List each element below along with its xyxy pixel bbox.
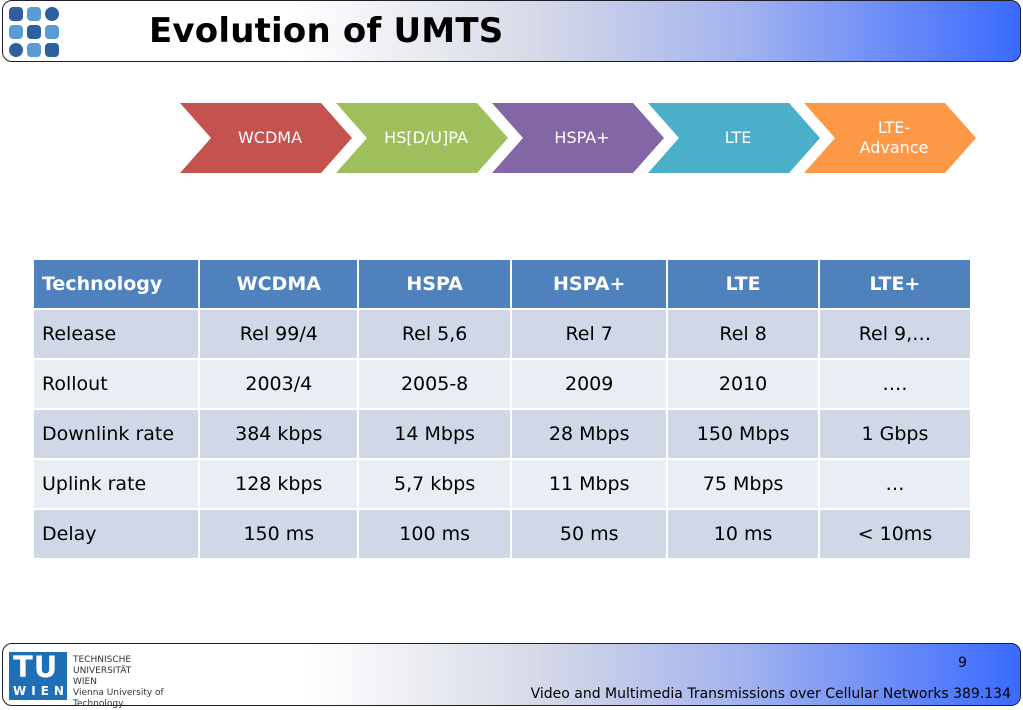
logo-line-4: Vienna University of Technology: [73, 688, 164, 709]
table-row: Uplink rate 128 kbps 5,7 kbps 11 Mbps 75 Mbp…: [31, 458, 973, 510]
logo-text: TECHNISCHE UNIVERSITÄT WIEN Vienna Unive…: [73, 655, 201, 710]
table-row: Downlink rate 384 kbps 14 Mbps 28 Mbps 150 M…: [31, 408, 973, 460]
flow-step-label: WCDMA: [237, 128, 303, 147]
table-cell: 50 ms: [510, 508, 669, 560]
table-cell: Rel 7: [510, 308, 669, 360]
flow-step-5: LTE- Advance: [804, 103, 976, 173]
table-cell: 150 ms: [198, 508, 360, 560]
table-cell: 150 Mbps: [666, 408, 820, 460]
logo-line-1: TECHNISCHE: [73, 655, 132, 665]
flow-step-1: WCDMA: [180, 103, 352, 173]
table-cell: Rel 9,…: [817, 308, 973, 360]
flow-step-label: LTE- Advance: [859, 118, 929, 157]
tu-wien-mark-icon: TU WIEN: [9, 650, 69, 700]
flow-step-label: HS[D/U]PA: [384, 128, 468, 147]
flow-step-2: HS[D/U]PA: [336, 103, 508, 173]
column-header: HSPA+: [510, 258, 669, 310]
course-title: Video and Multimedia Transmissions over …: [530, 686, 1011, 702]
flow-step-label: HSPA+: [554, 128, 610, 147]
logo-line-3: WIEN: [73, 677, 97, 687]
logo-mark-bottom: WIEN: [13, 684, 69, 698]
table-cell: 14 Mbps: [357, 408, 513, 460]
table-cell: ….: [817, 358, 973, 410]
column-header: WCDMA: [198, 258, 360, 310]
table-cell: Rel 5,6: [357, 308, 513, 360]
slide-header: Evolution of UMTS: [2, 0, 1021, 62]
column-header: LTE: [666, 258, 820, 310]
row-label: Uplink rate: [31, 458, 201, 510]
slide-footer: TU WIEN TECHNISCHE UNIVERSITÄT WIEN Vien…: [2, 643, 1021, 709]
slide-title: Evolution of UMTS: [149, 11, 504, 51]
flow-step-label: LTE: [724, 128, 752, 147]
table-cell: 2003/4: [198, 358, 360, 410]
flow-step-4: LTE: [648, 103, 820, 173]
table-cell: 128 kbps: [198, 458, 360, 510]
logo-line-2: UNIVERSITÄT: [73, 666, 132, 676]
table-cell: Rel 8: [666, 308, 820, 360]
column-header: LTE+: [817, 258, 973, 310]
column-header: Technology: [31, 258, 201, 310]
table-cell: 11 Mbps: [510, 458, 669, 510]
table-cell: 384 kbps: [198, 408, 360, 460]
table-cell: 2005-8: [357, 358, 513, 410]
table-cell: 5,7 kbps: [357, 458, 513, 510]
column-header: HSPA: [357, 258, 513, 310]
table-row: Delay 150 ms 100 ms 50 ms 10 ms < 10ms: [31, 508, 973, 560]
table-row: Release Rel 99/4 Rel 5,6 Rel 7 Rel 8 Rel 9,…: [31, 308, 973, 360]
table-cell: 10 ms: [666, 508, 820, 560]
table-cell: 28 Mbps: [510, 408, 669, 460]
row-label: Downlink rate: [31, 408, 201, 460]
header-logo-icon: [9, 7, 61, 59]
table-cell: Rel 99/4: [198, 308, 360, 360]
table-cell: 100 ms: [357, 508, 513, 560]
table-cell: 1 Gbps: [817, 408, 973, 460]
page-number: 9: [958, 655, 967, 671]
tu-wien-logo: TU WIEN TECHNISCHE UNIVERSITÄT WIEN Vien…: [9, 650, 201, 709]
row-label: Delay: [31, 508, 201, 560]
table-cell: < 10ms: [817, 508, 973, 560]
row-label: Rollout: [31, 358, 201, 410]
table-header-row: Technology WCDMA HSPA HSPA+ LTE LTE+: [31, 258, 973, 310]
umts-comparison-table: Technology WCDMA HSPA HSPA+ LTE LTE+ Release R…: [31, 258, 973, 560]
table-cell: …: [817, 458, 973, 510]
row-label: Release: [31, 308, 201, 360]
flow-step-3: HSPA+: [492, 103, 664, 173]
table-cell: 2010: [666, 358, 820, 410]
logo-mark-top: TU: [13, 650, 59, 684]
evolution-flow: WCDMA HS[D/U]PA HSPA+ LTE LTE- Advance: [180, 103, 980, 177]
table-row: Rollout 2003/4 2005-8 2009 2010….: [31, 358, 973, 410]
table-cell: 75 Mbps: [666, 458, 820, 510]
table-cell: 2009: [510, 358, 669, 410]
